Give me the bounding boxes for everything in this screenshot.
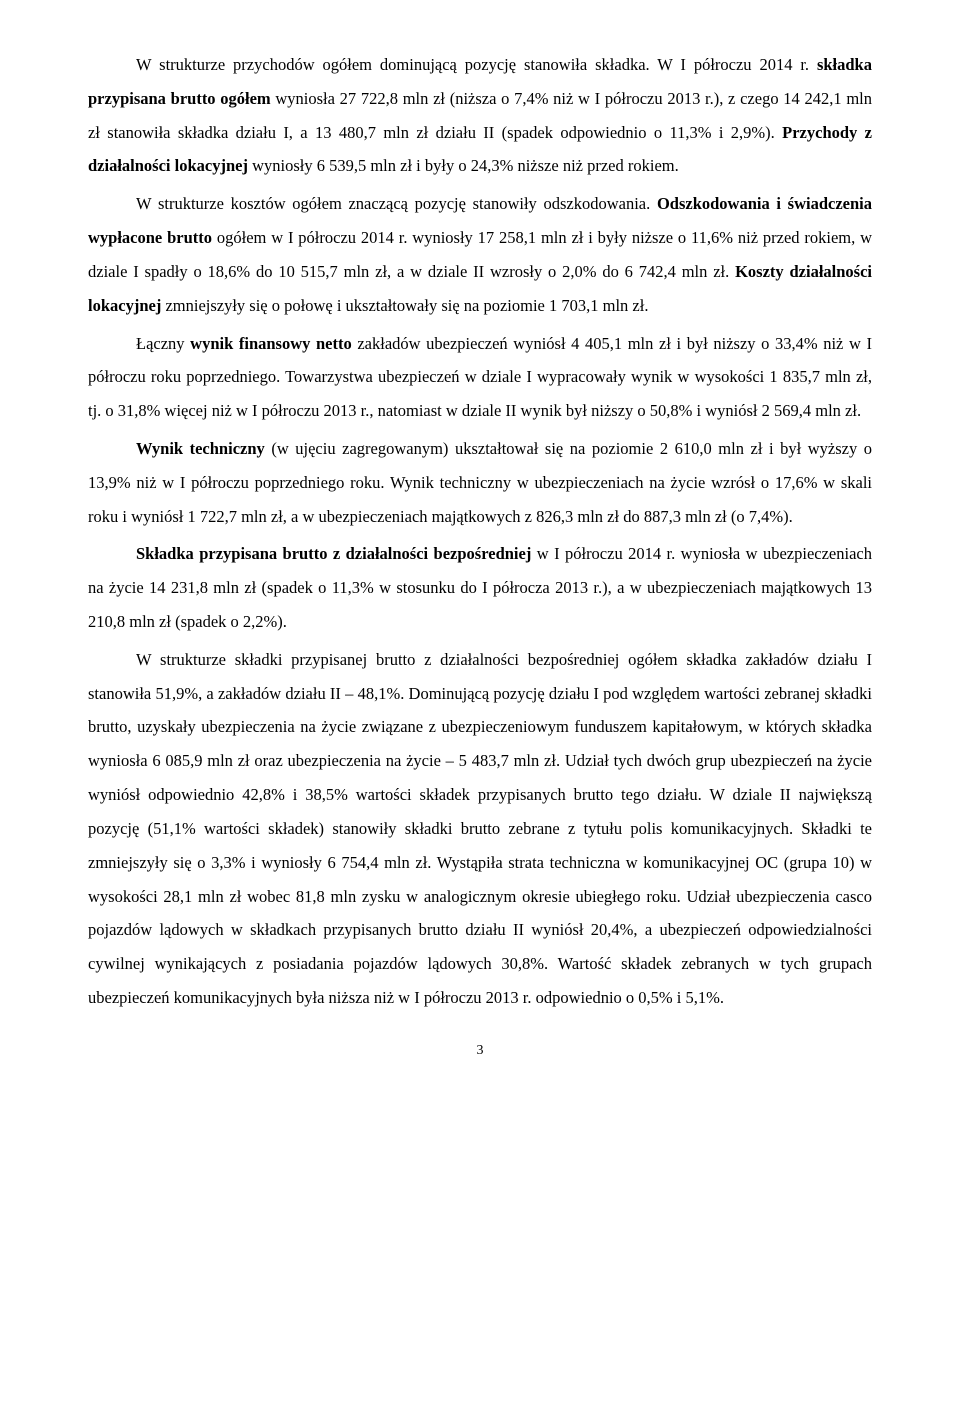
text-run: W strukturze kosztów ogółem znaczącą poz…: [136, 194, 657, 213]
document-body: W strukturze przychodów ogółem dominując…: [88, 48, 872, 1015]
bold-run: Wynik techniczny: [136, 439, 265, 458]
paragraph: W strukturze przychodów ogółem dominując…: [88, 48, 872, 183]
paragraph: Wynik techniczny (w ujęciu zagregowanym)…: [88, 432, 872, 533]
text-run: W strukturze przychodów ogółem dominując…: [136, 55, 817, 74]
text-run: W strukturze składki przypisanej brutto …: [88, 650, 872, 1007]
text-run: zmniejszyły się o połowę i ukształtowały…: [161, 296, 648, 315]
bold-run: Składka przypisana brutto z działalności…: [136, 544, 531, 563]
paragraph: Składka przypisana brutto z działalności…: [88, 537, 872, 638]
text-run: wyniosły 6 539,5 mln zł i były o 24,3% n…: [248, 156, 679, 175]
paragraph: Łączny wynik finansowy netto zakładów ub…: [88, 327, 872, 428]
paragraph: W strukturze składki przypisanej brutto …: [88, 643, 872, 1015]
text-run: Łączny: [136, 334, 190, 353]
paragraph: W strukturze kosztów ogółem znaczącą poz…: [88, 187, 872, 322]
page-number: 3: [88, 1043, 872, 1059]
bold-run: wynik finansowy netto: [190, 334, 352, 353]
